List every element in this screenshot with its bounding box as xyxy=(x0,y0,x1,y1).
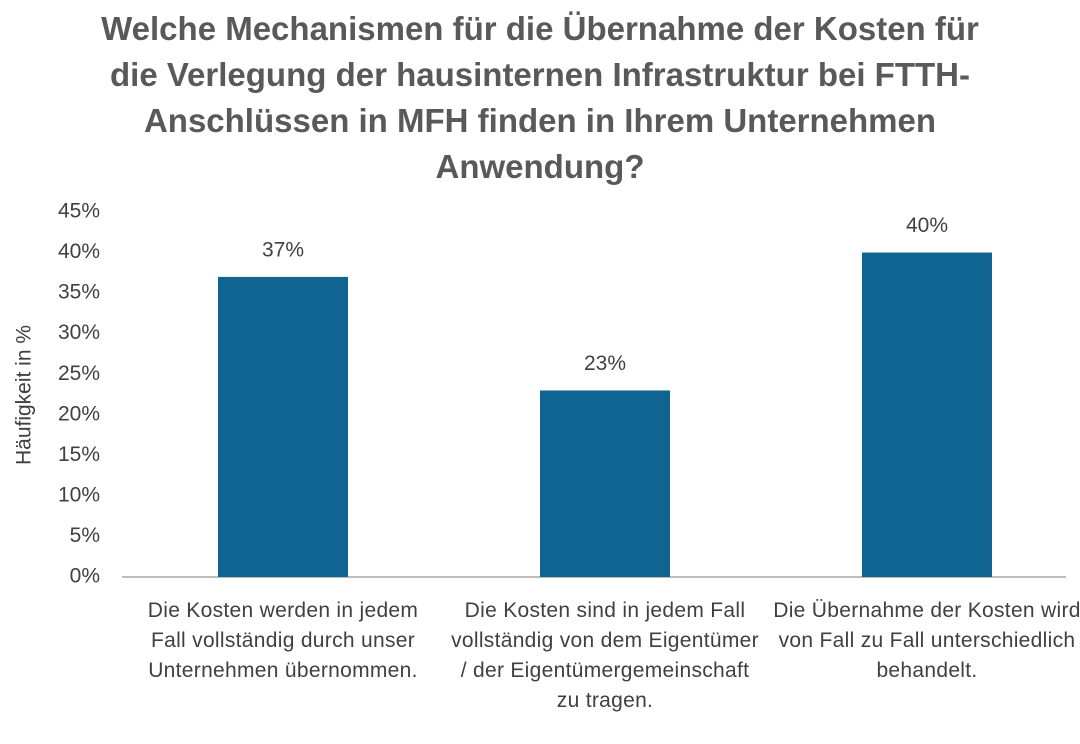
y-tick-label: 40% xyxy=(58,240,100,263)
y-axis-label: Häufigkeit in % xyxy=(13,325,36,465)
data-label: 40% xyxy=(906,214,948,237)
x-tick-label: Die Übernahme der Kosten wird von Fall z… xyxy=(773,599,1080,682)
bar xyxy=(540,390,670,577)
chart-title: Welche Mechanismen für die Übernahme der… xyxy=(101,10,979,185)
data-label: 23% xyxy=(584,352,626,375)
y-tick-label: 0% xyxy=(70,565,100,588)
y-tick-label: 30% xyxy=(58,321,100,344)
x-tick-label: Die Kosten sind in jedem Fall vollständi… xyxy=(451,599,759,712)
y-tick-label: 35% xyxy=(58,281,100,304)
y-tick-label: 45% xyxy=(58,200,100,223)
y-tick-label: 20% xyxy=(58,402,100,425)
bar xyxy=(218,276,348,577)
y-tick-label: 15% xyxy=(58,443,100,466)
bar xyxy=(862,252,992,578)
data-label: 37% xyxy=(262,238,304,261)
x-tick-label: Die Kosten werden in jedem Fall vollstän… xyxy=(147,599,419,682)
y-tick-label: 25% xyxy=(58,362,100,385)
y-tick-label: 10% xyxy=(58,483,100,506)
y-tick-label: 5% xyxy=(70,524,100,547)
